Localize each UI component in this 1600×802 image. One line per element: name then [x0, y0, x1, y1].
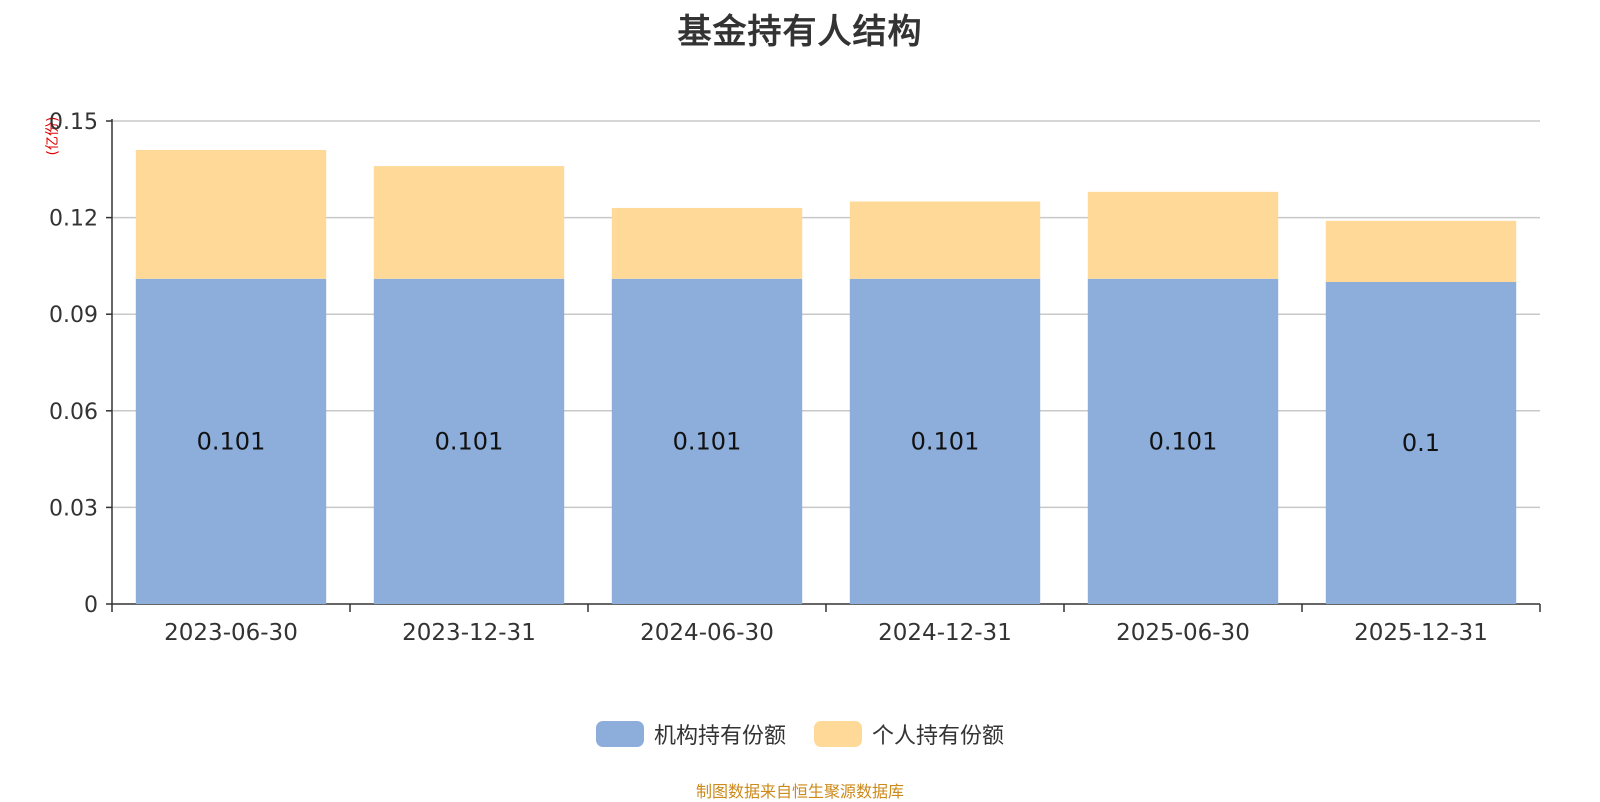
y-tick-label: 0: [84, 593, 98, 618]
bar-value-label: 0.101: [435, 427, 504, 455]
bar-value-label: 0.101: [1149, 427, 1218, 455]
chart-title: 基金持有人结构: [677, 12, 923, 52]
y-tick-label: 0.15: [49, 110, 98, 135]
x-tick-label: 2025-06-30: [1116, 620, 1250, 646]
x-tick-label: 2023-06-30: [164, 620, 298, 646]
chart-legend: 机构持有份额 个人持有份额: [0, 718, 1600, 750]
y-tick-label: 0.09: [49, 303, 98, 328]
bar-individual: [611, 207, 803, 279]
x-tick-label: 2023-12-31: [402, 620, 536, 646]
bar-value-label: 0.101: [197, 427, 266, 455]
legend-label-individual: 个人持有份额: [872, 724, 1005, 749]
bar-institutional: [611, 278, 803, 604]
bar-institutional: [1325, 282, 1517, 604]
bar-institutional: [373, 278, 565, 604]
bar-individual: [1087, 191, 1279, 279]
legend-label-institutional: 机构持有份额: [653, 724, 786, 749]
y-tick-label: 0.06: [49, 400, 98, 425]
bar-individual: [1325, 220, 1517, 282]
legend-swatch-individual: [814, 721, 862, 747]
bar-value-label: 0.101: [911, 427, 980, 455]
bar-individual: [135, 149, 327, 279]
bar-value-label: 0.101: [673, 427, 742, 455]
bar-institutional: [1087, 278, 1279, 604]
bar-individual: [849, 201, 1041, 279]
x-tick-label: 2024-12-31: [878, 620, 1012, 646]
bar-institutional: [849, 278, 1041, 604]
legend-item-institutional[interactable]: 机构持有份额: [595, 718, 786, 750]
bar-chart: 00.030.060.090.120.150.1012023-06-300.10…: [49, 110, 1541, 646]
y-tick-label: 0.03: [49, 496, 98, 521]
bar-value-label: 0.1: [1402, 429, 1440, 457]
legend-swatch-institutional: [595, 721, 644, 747]
y-tick-label: 0.12: [49, 207, 98, 232]
legend-item-individual[interactable]: 个人持有份额: [814, 718, 1004, 750]
x-tick-label: 2024-06-30: [640, 620, 774, 646]
source-note: 制图数据来自恒生聚源数据库: [695, 782, 904, 801]
bar-individual: [373, 166, 565, 279]
x-tick-label: 2025-12-31: [1354, 620, 1488, 646]
bar-institutional: [135, 278, 327, 604]
